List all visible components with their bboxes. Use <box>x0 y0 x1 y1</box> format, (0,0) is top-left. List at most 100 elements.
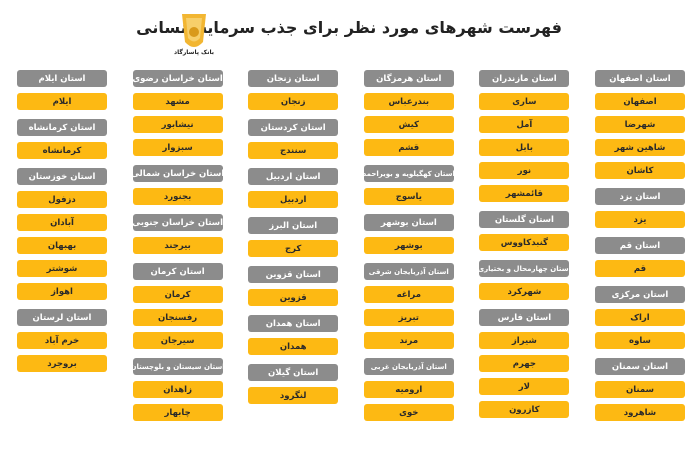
city-item: گنبدکاووس <box>479 234 570 251</box>
province-header: استان گیلان <box>248 364 339 381</box>
city-item: سمنان <box>594 381 685 398</box>
pasargad-bank-logo <box>182 14 206 47</box>
province-group: استان هرمزگان بندرعباس کیش قشم <box>363 70 454 156</box>
city-item: کاشان <box>594 162 685 179</box>
city-item: نور <box>479 162 570 179</box>
city-item: بجنورد <box>132 188 223 205</box>
city-item: قزوین <box>248 289 339 306</box>
province-header: استان هرمزگان <box>363 70 454 87</box>
province-group: استان البرز کرج <box>248 217 339 257</box>
province-columns: استان اصفهان اصفهان شهرضا شاهین شهر کاشان است… <box>17 70 685 430</box>
city-item: بهبهان <box>17 237 107 254</box>
city-item: یزد <box>594 211 685 228</box>
city-item: زاهدان <box>132 381 223 398</box>
city-item: ساوه <box>594 332 685 349</box>
province-group: استان همدان همدان <box>248 315 339 355</box>
city-item: شاهرود <box>594 404 685 421</box>
city-item: شهرضا <box>594 116 685 133</box>
city-item: بیرجند <box>132 237 223 254</box>
city-item: لار <box>479 378 570 395</box>
province-header: استان کردستان <box>248 119 339 136</box>
city-item: کرج <box>248 240 339 257</box>
province-group: استان مرکزی اراک ساوه <box>594 286 685 349</box>
province-header: استان اصفهان <box>594 70 685 87</box>
province-header: استان سمنان <box>594 358 685 375</box>
province-header: استان ایلام <box>17 70 107 87</box>
province-header: استان مرکزی <box>594 286 685 303</box>
province-group: استان سمنان سمنان شاهرود <box>594 358 685 421</box>
province-header: استان البرز <box>248 217 339 234</box>
city-item: جهرم <box>479 355 570 372</box>
city-item: نیشابور <box>132 116 223 133</box>
province-group: استان کرمانشاه کرمانشاه <box>17 119 107 159</box>
province-column: استان هرمزگان بندرعباس کیش قشم استان کهگیلوی… <box>363 70 454 430</box>
city-item: آمل <box>479 116 570 133</box>
province-group: استان فارس شیراز جهرم لار کازرون <box>479 309 570 418</box>
province-header: استان یزد <box>594 188 685 205</box>
city-item: شهرکرد <box>479 283 570 300</box>
city-item: بوشهر <box>363 237 454 254</box>
province-header: استان کرمانشاه <box>17 119 107 136</box>
province-header: استان همدان <box>248 315 339 332</box>
province-header: استان آذربایجان شرقی <box>363 263 454 280</box>
province-header: استان زنجان <box>248 70 339 87</box>
province-group: استان اردبیل اردبیل <box>248 168 339 208</box>
province-header: استان قزوین <box>248 266 339 283</box>
city-item: آبادان <box>17 214 107 231</box>
province-group: استان قم قم <box>594 237 685 277</box>
city-item: ایلام <box>17 93 107 110</box>
province-header: استان خوزستان <box>17 168 107 185</box>
city-item: یاسوج <box>363 188 454 205</box>
province-column: استان مازندران ساری آمل بابل نور قائمشهر استان… <box>479 70 570 430</box>
city-item: اهواز <box>17 283 107 300</box>
city-item: مشهد <box>132 93 223 110</box>
province-header: استان کرمان <box>132 263 223 280</box>
province-group: استان اصفهان اصفهان شهرضا شاهین شهر کاشان <box>594 70 685 179</box>
province-group: استان کردستان سنندج <box>248 119 339 159</box>
province-header: استان گلستان <box>479 211 570 228</box>
city-item: کازرون <box>479 401 570 418</box>
city-item: شوشتر <box>17 260 107 277</box>
city-item: کرمان <box>132 286 223 303</box>
province-group: استان ایلام ایلام <box>17 70 107 110</box>
province-group: استان خراسان شمالی بجنورد <box>132 165 223 205</box>
province-column: استان اصفهان اصفهان شهرضا شاهین شهر کاشان است… <box>594 70 685 430</box>
province-group: استان خوزستان دزفول آبادان بهبهان شوشتر اهواز <box>17 168 107 300</box>
province-header: استان لرستان <box>17 309 107 326</box>
city-item: مرند <box>363 332 454 349</box>
city-item: دزفول <box>17 191 107 208</box>
province-group: استان گیلان لنگرود <box>248 364 339 404</box>
city-item: چابهار <box>132 404 223 421</box>
province-header: استان آذربایجان غربی <box>363 358 454 375</box>
province-column: استان زنجان زنجان استان کردستان سنندج استان … <box>248 70 339 430</box>
province-column: استان خراسان رضوی مشهد نیشابور سبزوار استان … <box>132 70 223 430</box>
city-item: بندرعباس <box>363 93 454 110</box>
province-group: استان خراسان جنوبی بیرجند <box>132 214 223 254</box>
city-item: بروجرد <box>17 355 107 372</box>
province-group: استان چهارمحال و بختیاری شهرکرد <box>479 260 570 300</box>
city-item: سیرجان <box>132 332 223 349</box>
city-item: همدان <box>248 338 339 355</box>
province-group: استان آذربایجان شرقی مراغه تبریز مرند <box>363 263 454 349</box>
city-item: لنگرود <box>248 387 339 404</box>
city-item: ساری <box>479 93 570 110</box>
city-item: قائمشهر <box>479 185 570 202</box>
province-group: استان کهگیلویه و بویراحمد یاسوج <box>363 165 454 205</box>
city-item: مراغه <box>363 286 454 303</box>
province-column: استان ایلام ایلام استان کرمانشاه کرمانشاه اس… <box>17 70 107 430</box>
province-header: استان خراسان جنوبی <box>132 214 223 231</box>
city-item: خوی <box>363 404 454 421</box>
city-item: اردبیل <box>248 191 339 208</box>
page-title: فهرست شهرهای مورد نظر برای جذب سرمایه ان… <box>136 18 562 37</box>
city-item: خرم آباد <box>17 332 107 349</box>
city-item: شاهین شهر <box>594 139 685 156</box>
province-header: استان بوشهر <box>363 214 454 231</box>
city-item: سبزوار <box>132 139 223 156</box>
city-item: رفسنجان <box>132 309 223 326</box>
province-header: استان چهارمحال و بختیاری <box>479 260 570 277</box>
province-group: استان کرمان کرمان رفسنجان سیرجان <box>132 263 223 349</box>
city-item: تبریز <box>363 309 454 326</box>
province-header: استان خراسان شمالی <box>132 165 223 182</box>
province-header: استان مازندران <box>479 70 570 87</box>
city-item: اصفهان <box>594 93 685 110</box>
